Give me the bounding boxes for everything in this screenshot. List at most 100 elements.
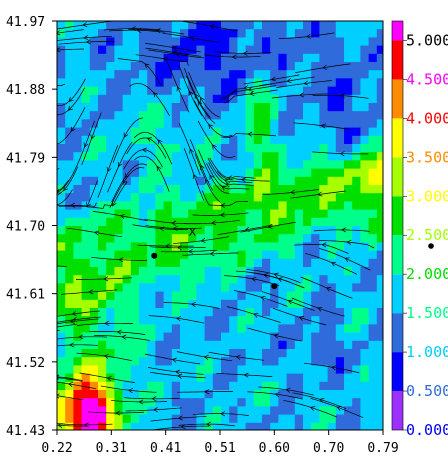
heat-cell [360,258,369,268]
heat-cell [130,250,140,260]
heat-cell [335,21,345,30]
heat-cell [196,308,205,317]
heat-cell [327,390,337,399]
heat-cell [106,381,115,391]
heat-cell [171,103,181,112]
heat-cell [171,94,181,104]
heat-cell [171,308,181,317]
heat-cell [65,267,74,276]
heat-cell [294,365,304,374]
heat-cell [188,414,197,424]
heat-cell [57,414,66,424]
heat-cell [262,37,271,46]
heat-cell [130,103,140,112]
heat-cell [360,340,369,350]
heat-cell [303,365,312,374]
heat-cell [237,53,246,63]
heat-cell [171,209,181,219]
heat-cell [319,86,328,96]
heat-cell [237,176,246,186]
heat-cell [335,390,345,399]
heat-cell [65,324,74,333]
streamline-arrow [156,165,162,172]
heat-cell [303,349,312,358]
heat-cell [114,250,123,260]
heat-cell [147,332,156,342]
heat-cell [65,291,74,301]
heat-cell [360,316,369,325]
colorbar-swatch [392,274,403,314]
heat-cell [212,242,222,251]
heat-cell [237,299,246,309]
streamline-arrow [319,398,325,403]
heat-cell [253,127,263,137]
heat-cell [327,152,337,161]
heat-cell [327,283,337,292]
heat-cell [360,160,369,169]
heat-cell [270,37,279,46]
heat-cell [188,373,197,383]
heat-cell [270,21,279,30]
heat-cell [196,168,205,178]
heat-cell [237,152,246,161]
heat-cell [262,160,271,169]
heat-cell [294,332,304,342]
heat-cell [180,308,189,317]
heat-cell [188,21,197,30]
heat-cell [278,398,287,407]
heat-cell [57,135,66,145]
heat-cell [229,160,238,169]
heat-cell [237,340,246,350]
streamline-arrow [157,139,163,145]
heat-cell [180,53,189,63]
heat-cell [139,283,148,292]
heat-cell [335,217,345,227]
heat-cell [122,78,132,87]
heat-cell [311,390,320,399]
heat-cell [196,291,205,301]
heat-cell [212,53,222,63]
heat-cell [286,291,296,301]
heat-cell [139,275,148,284]
heat-cell [278,217,287,227]
heat-cell [89,103,99,112]
heat-cell [253,86,263,96]
heat-cell [327,70,337,79]
heat-cell [245,209,255,219]
heat-cell [376,422,383,430]
heat-cell [180,275,189,284]
heat-cell [122,86,132,96]
heat-cell [294,299,304,309]
heat-cell [122,398,132,407]
heat-cell [311,250,320,260]
heat-cell [253,135,263,145]
heat-cell [327,324,337,333]
heat-cell [352,94,361,104]
heat-cell [278,308,287,317]
streamline [57,179,69,192]
heat-cell [286,152,296,161]
heat-cell [335,127,345,137]
heat-cell [57,217,66,227]
streamline-arrow [263,273,269,278]
heat-cell [57,103,66,112]
heat-cell [204,103,214,112]
streamline-arrow [346,239,352,245]
heat-cell [360,209,369,219]
heat-cell [237,324,246,333]
heat-cell [130,94,140,104]
heat-cell [180,234,189,243]
heat-cell [221,144,230,153]
heat-cell [376,398,383,407]
heat-cell [335,168,345,178]
heat-cell [57,242,66,251]
heat-cell [319,135,328,145]
heat-cell [352,62,361,71]
heat-cell [311,127,320,137]
heat-cell [98,349,107,358]
heat-cell [98,291,107,301]
heat-cell [171,373,181,383]
heat-cell [147,390,156,399]
heat-cell [65,332,74,342]
heat-cell [303,209,312,219]
